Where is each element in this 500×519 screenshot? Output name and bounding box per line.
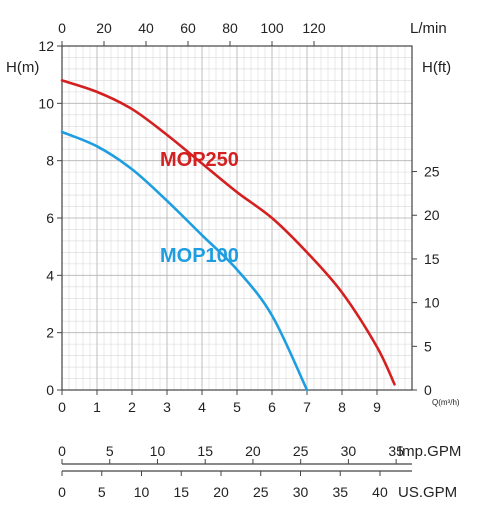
- x-tick-label: 4: [198, 399, 206, 415]
- mop100-label: MOP100: [160, 245, 239, 267]
- imp-gpm-tick-label: 10: [150, 443, 166, 459]
- us-gpm-tick-label: 35: [332, 484, 348, 500]
- top-tick-label: 0: [58, 20, 66, 36]
- y-axis-label: H(m): [6, 59, 39, 76]
- mop250-label: MOP250: [160, 149, 239, 171]
- us-gpm-tick-label: 10: [134, 484, 150, 500]
- x-tick-label: 0: [58, 399, 66, 415]
- us-gpm-tick-label: 15: [173, 484, 189, 500]
- y-tick-label: 4: [46, 267, 54, 283]
- top-tick-label: 20: [96, 20, 112, 36]
- y-right-tick-label: 0: [424, 382, 432, 398]
- imp-gpm-tick-label: 5: [106, 443, 114, 459]
- y-right-axis-label: H(ft): [422, 59, 451, 76]
- x-tick-label: 9: [373, 399, 381, 415]
- imp-gpm-tick-label: 20: [245, 443, 261, 459]
- x-tick-label: 8: [338, 399, 346, 415]
- us-gpm-tick-label: 25: [253, 484, 269, 500]
- y-right-tick-label: 20: [424, 207, 440, 223]
- imp-gpm-tick-label: 30: [341, 443, 357, 459]
- imp-gpm-tick-label: 0: [58, 443, 66, 459]
- us-gpm-tick-label: 20: [213, 484, 229, 500]
- top-tick-label: 100: [260, 20, 284, 36]
- top-tick-label: 40: [138, 20, 154, 36]
- top-tick-label: 120: [302, 20, 326, 36]
- y-right-tick-label: 10: [424, 295, 440, 311]
- y-tick-label: 0: [46, 382, 54, 398]
- y-right-tick-label: 5: [424, 338, 432, 354]
- top-tick-label: 60: [180, 20, 196, 36]
- x-axis-label: Q(m³/h): [432, 398, 460, 407]
- x-tick-label: 6: [268, 399, 276, 415]
- y-right-tick-label: 15: [424, 251, 440, 267]
- imp-gpm-label: Imp.GPM: [398, 443, 461, 460]
- top-tick-label: 80: [222, 20, 238, 36]
- mop100-curve: [60, 130, 309, 392]
- imp-gpm-tick-label: 35: [388, 443, 404, 459]
- imp-gpm-tick-label: 25: [293, 443, 309, 459]
- y-tick-label: 2: [46, 325, 54, 341]
- y-tick-label: 6: [46, 210, 54, 226]
- top-axis-label: L/min: [410, 20, 447, 37]
- us-gpm-tick-label: 5: [98, 484, 106, 500]
- us-gpm-tick-label: 30: [293, 484, 309, 500]
- us-gpm-tick-label: 0: [58, 484, 66, 500]
- y-right-tick-label: 25: [424, 164, 440, 180]
- x-tick-label: 7: [303, 399, 311, 415]
- mop250-curve: [60, 79, 396, 386]
- major-grid: [61, 45, 413, 391]
- x-tick-label: 3: [163, 399, 171, 415]
- us-gpm-tick-label: 40: [372, 484, 388, 500]
- x-tick-label: 2: [128, 399, 136, 415]
- y-tick-label: 8: [46, 153, 54, 169]
- x-tick-label: 1: [93, 399, 101, 415]
- x-tick-label: 5: [233, 399, 241, 415]
- y-tick-label: 10: [38, 95, 54, 111]
- us-gpm-label: US.GPM: [398, 484, 457, 501]
- y-tick-label: 12: [38, 38, 54, 54]
- imp-gpm-tick-label: 15: [197, 443, 213, 459]
